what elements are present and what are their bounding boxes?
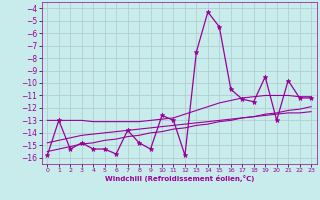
X-axis label: Windchill (Refroidissement éolien,°C): Windchill (Refroidissement éolien,°C) [105, 175, 254, 182]
